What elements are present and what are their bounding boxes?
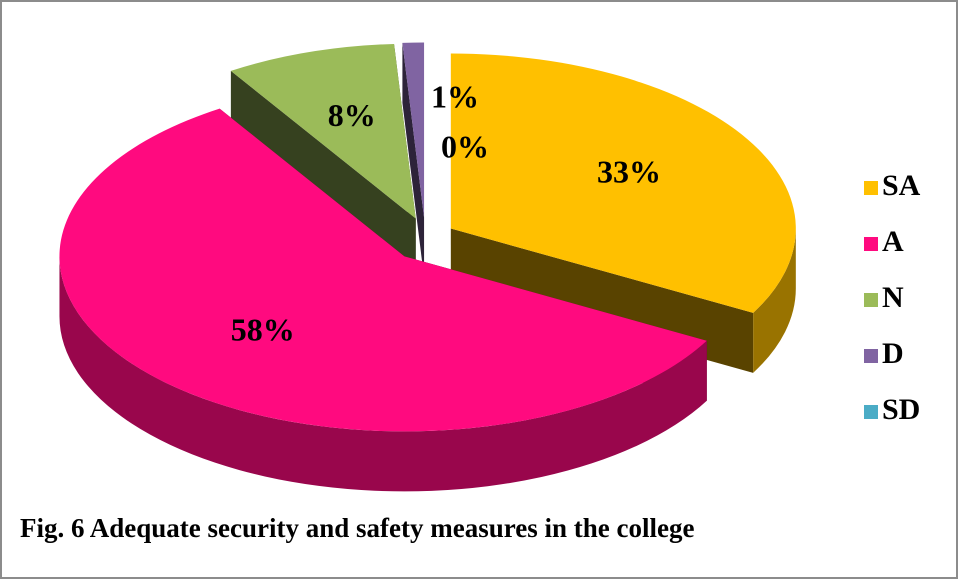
legend-label: SD [882,393,920,426]
legend-swatch [864,237,878,251]
data-label: 8% [328,97,376,133]
data-label: 58% [231,311,295,347]
pie: 33% 58% 8% 1% 0% [59,42,796,492]
legend-swatch [864,405,878,419]
legend-swatch [864,293,878,307]
legend-label: D [882,337,904,370]
legend-swatch [864,181,878,195]
slice [59,108,707,432]
slice-side [753,228,796,373]
legend-swatch [864,349,878,363]
legend-label: SA [882,169,921,202]
slice [450,53,796,313]
legend: SA AND SD [864,169,921,426]
slice-wall [230,70,416,279]
legend-label: N [882,281,904,314]
chart-title: Fig. 6 Adequate security and safety meas… [20,513,694,543]
slice [230,43,416,219]
data-label: 0% [441,128,489,164]
data-label: 33% [597,153,661,189]
slice-side [59,256,707,492]
slice-wall [402,42,425,278]
legend-label: A [882,225,904,258]
slice [402,42,425,218]
data-label: 1% [431,78,479,114]
